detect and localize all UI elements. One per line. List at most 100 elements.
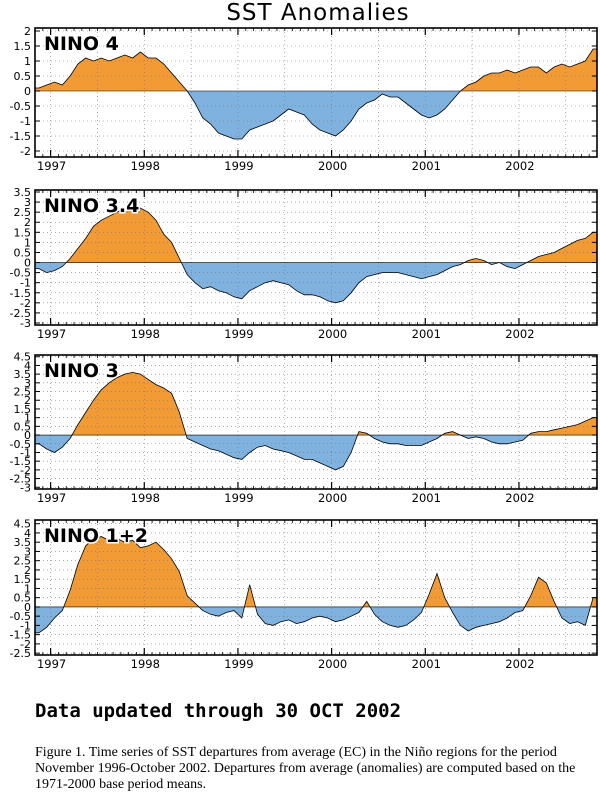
y-tick-label: 0.5 <box>14 420 32 433</box>
negative-anomaly-area <box>35 606 597 633</box>
y-tick-label: -2 <box>20 145 31 158</box>
y-tick-label: 3 <box>24 545 31 558</box>
x-tick-label: 2000 <box>318 327 347 341</box>
panel-label: NINO 4 <box>44 33 119 55</box>
y-tick-label: 4 <box>24 359 31 372</box>
series-line <box>35 205 597 304</box>
y-tick-label: -0.5 <box>10 438 31 451</box>
y-tick-label: -1 <box>20 115 31 128</box>
y-tick-label: -2 <box>20 638 31 651</box>
y-tick-label: 0.5 <box>14 246 32 259</box>
panel-label: NINO 3.4 <box>44 195 139 217</box>
x-tick-label: 2001 <box>412 159 441 173</box>
x-tick-label: 2001 <box>412 327 441 341</box>
x-tick-label: 1997 <box>37 491 66 505</box>
x-tick-label: 2002 <box>505 159 534 173</box>
y-tick-label: -1 <box>20 619 31 632</box>
y-tick-label: 1.5 <box>14 403 32 416</box>
data-updated-note: Data updated through 30 OCT 2002 <box>35 700 402 722</box>
x-tick-label: 2000 <box>318 657 347 671</box>
y-tick-label: -2.5 <box>10 647 31 660</box>
y-tick-label: 3.5 <box>14 186 32 199</box>
y-tick-label: 0 <box>24 601 31 614</box>
x-tick-label: 2002 <box>505 327 534 341</box>
x-tick-label: 1999 <box>224 491 253 505</box>
x-tick-label: 1998 <box>131 491 160 505</box>
negative-anomaly-area <box>35 91 597 139</box>
x-tick-label: 2001 <box>412 657 441 671</box>
x-tick-label: 1999 <box>224 327 253 341</box>
y-tick-label: -0.5 <box>10 267 31 280</box>
y-tick-label: -2.5 <box>10 473 31 486</box>
x-tick-label: 1998 <box>131 159 160 173</box>
y-tick-label: 1.5 <box>14 226 32 239</box>
y-tick-label: 1 <box>24 55 31 68</box>
y-tick-label: 1.5 <box>14 40 32 53</box>
y-tick-label: 1 <box>24 236 31 249</box>
y-tick-label: -1 <box>20 277 31 290</box>
x-tick-label: 2000 <box>318 491 347 505</box>
y-tick-label: -0.5 <box>10 610 31 623</box>
y-tick-label: 2 <box>24 394 31 407</box>
y-tick-label: 4.5 <box>14 351 32 364</box>
y-tick-label: -1.5 <box>10 287 31 300</box>
x-tick-label: 2000 <box>318 159 347 173</box>
panel-label: NINO 1+2 <box>44 525 148 547</box>
y-tick-label: -2 <box>20 297 31 310</box>
y-tick-label: 0.5 <box>14 592 32 605</box>
y-tick-label: 2 <box>24 564 31 577</box>
x-tick-label: 1997 <box>37 159 66 173</box>
y-tick-label: 1 <box>24 412 31 425</box>
y-tick-label: 3.5 <box>14 368 32 381</box>
y-tick-label: -1.5 <box>10 629 31 642</box>
y-tick-label: 3 <box>24 377 31 390</box>
x-tick-label: 1998 <box>131 657 160 671</box>
positive-anomaly-area <box>35 206 597 263</box>
panel-label: NINO 3 <box>44 360 119 382</box>
y-tick-label: 4 <box>24 527 31 540</box>
positive-anomaly-area <box>63 536 597 607</box>
panel-2: 3.532.521.510.50-0.5-1-1.5-2-2.5-3 1997 19… <box>10 186 598 341</box>
plot-area <box>35 520 597 655</box>
y-tick-label: -3 <box>20 481 31 494</box>
figure-caption: Figure 1. Time series of SST departures … <box>35 745 576 792</box>
y-tick-label: -3 <box>20 317 31 330</box>
panel-3: 4.543.532.521.510.50-0.5-1-1.5-2-2.5-3 19… <box>10 351 598 505</box>
y-tick-label: 3.5 <box>14 536 32 549</box>
y-tick-label: 1 <box>24 582 31 595</box>
y-tick-label: 3 <box>24 196 31 209</box>
y-tick-label: -1.5 <box>10 130 31 143</box>
y-tick-label: 0 <box>24 429 31 442</box>
y-tick-label: 0.5 <box>14 70 32 83</box>
x-tick-label: 1997 <box>37 657 66 671</box>
y-tick-label: -1 <box>20 446 31 459</box>
x-tick-label: 1997 <box>37 327 66 341</box>
y-tick-label: 2 <box>24 216 31 229</box>
x-tick-label: 2001 <box>412 491 441 505</box>
x-tick-label: 1999 <box>224 657 253 671</box>
x-tick-label: 1998 <box>131 327 160 341</box>
y-tick-label: 2 <box>24 25 31 38</box>
y-tick-label: -2 <box>20 464 31 477</box>
y-tick-label: 0 <box>24 257 31 270</box>
series-line <box>35 48 597 140</box>
y-tick-label: -0.5 <box>10 100 31 113</box>
y-tick-label: 2.5 <box>14 555 32 568</box>
y-tick-label: 1.5 <box>14 573 32 586</box>
positive-anomaly-area <box>35 49 597 91</box>
y-tick-label: -2.5 <box>10 307 31 320</box>
series-line <box>35 536 597 634</box>
y-tick-label: 0 <box>24 85 31 98</box>
x-tick-label: 2002 <box>505 491 534 505</box>
x-tick-label: 2002 <box>505 657 534 671</box>
y-tick-label: 2.5 <box>14 206 32 219</box>
chart-title: SST Anomalies <box>226 0 409 26</box>
positive-anomaly-area <box>72 372 597 436</box>
y-tick-label: -1.5 <box>10 455 31 468</box>
panel-1: 2 1.5 1 0.5 0 -0.5 -1 -1.5 -2 1997 1998 1999 2000 200… <box>10 25 598 173</box>
y-tick-label: 2.5 <box>14 386 32 399</box>
y-tick-label: 4.5 <box>14 518 32 531</box>
panel-4: 4.543.532.521.510.50-0.5-1-1.5-2-2.5 1997… <box>10 518 598 671</box>
